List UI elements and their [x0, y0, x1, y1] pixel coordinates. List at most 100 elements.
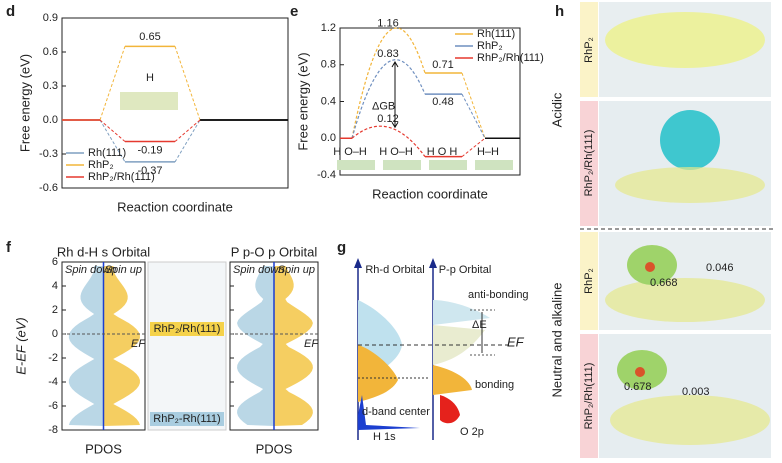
y-tick-label: -0.6 [39, 182, 58, 194]
schematic-g: Rh-d Orbital P-p Orbital anti-bonding ΔE… [354, 258, 529, 443]
spin-label: Spin up [278, 264, 315, 276]
charge: 0.046 [706, 262, 734, 274]
slab [475, 160, 513, 170]
y-axis-label: Free energy (eV) [17, 54, 32, 152]
state-label: H O H [427, 146, 458, 158]
spin-label: Spin down [233, 264, 284, 276]
x-axis-label: PDOS [256, 441, 293, 456]
y-tick-label: 0.0 [321, 132, 336, 144]
delta-arrow [391, 61, 399, 129]
panel-letter: d [6, 3, 15, 20]
pdos-title: P p-O p Orbital [231, 244, 318, 259]
label: P-p Orbital [439, 264, 492, 276]
value-label: -0.37 [137, 165, 162, 177]
y-tick-label: 0.8 [321, 59, 336, 71]
connector [99, 119, 201, 163]
inset-label: RhP₂-Rh(111) [153, 413, 220, 425]
x-axis-label: PDOS [85, 441, 122, 456]
row-label: RhP₂ [583, 37, 595, 63]
connector [461, 72, 486, 139]
state-label: H O–H [333, 146, 367, 158]
legend-label: RhP₂ [477, 40, 503, 52]
y-tick-label: 0.6 [43, 46, 58, 58]
state-label: H O–H [379, 146, 413, 158]
connector [99, 119, 201, 142]
y-tick-label: 0.0 [43, 114, 58, 126]
panel-letter: h [555, 3, 564, 20]
legend-label: Rh(111) [477, 28, 515, 40]
inset-slab [120, 92, 178, 110]
fermi-label: EF [304, 338, 319, 350]
value-label: 0.12 [377, 113, 398, 125]
y-tick-label: -0.3 [39, 148, 58, 160]
inset-label: RhP₂/Rh(111) [154, 323, 221, 335]
value-label: 0.71 [432, 59, 453, 71]
pdos-fill [103, 266, 140, 426]
legend-label: RhP₂/Rh(111) [88, 171, 155, 183]
fermi-label: EF [131, 338, 146, 350]
spin-label: Spin up [105, 264, 142, 276]
barrier-curve [351, 27, 426, 139]
panel-letter: f [6, 239, 12, 256]
y-tick-label: -6 [48, 400, 58, 412]
y-tick-label: 0 [52, 328, 58, 340]
value-label: 0.48 [432, 96, 453, 108]
plot-frame [61, 17, 289, 189]
pdos-fill [237, 266, 274, 426]
inset-label-bg [150, 412, 224, 426]
panel-letter: e [290, 3, 298, 20]
pdos-title: Rh d-H s Orbital [57, 244, 150, 259]
barrier-curve [351, 125, 426, 157]
row-label: RhP₂/Rh(111) [583, 130, 595, 197]
label: d-band center [362, 406, 430, 418]
label: O 2p [460, 426, 484, 438]
y-tick-label: 6 [52, 256, 58, 268]
legend-label: Rh(111) [88, 147, 126, 159]
y-tick-label: -4 [48, 376, 58, 388]
label: bonding [475, 379, 514, 391]
charge: 0.668 [650, 277, 678, 289]
value-label: 0.65 [139, 31, 160, 43]
label: H 1s [373, 431, 396, 443]
y-tick-label: -0.4 [317, 169, 336, 181]
inset-bg [147, 261, 227, 431]
charge: 0.003 [682, 386, 710, 398]
row-label: RhP₂ [583, 268, 595, 294]
x-axis-label: Reaction coordinate [372, 186, 488, 201]
condition-label: Neutral and alkaline [549, 283, 564, 398]
inset-label-bg [150, 322, 224, 336]
charge: 0.678 [624, 381, 652, 393]
value-label: -0.19 [137, 144, 162, 156]
inset-label: H [146, 72, 154, 84]
pdos-fill [68, 266, 104, 426]
y-tick-label: -8 [48, 424, 58, 436]
annotation: ΔGB [372, 101, 395, 113]
legend-label: RhP₂ [88, 159, 114, 171]
y-tick-label: 4 [52, 280, 58, 292]
y-tick-label: 0.9 [43, 12, 58, 24]
y-axis-label: Free energy (eV) [295, 52, 310, 150]
connector [461, 93, 486, 139]
legend-label: RhP₂/Rh(111) [477, 52, 544, 64]
panel-letter: g [337, 239, 346, 256]
row-label: RhP₂/Rh(111) [583, 363, 595, 430]
slab [383, 160, 421, 170]
slab [429, 160, 467, 170]
label: ΔE [472, 319, 487, 331]
label: EF [507, 334, 525, 349]
value-label: 1.16 [377, 18, 398, 30]
label: anti-bonding [468, 289, 529, 301]
y-tick-label: 2 [52, 304, 58, 316]
slab [337, 160, 375, 170]
y-axis-label: E-EF (eV) [13, 317, 28, 375]
x-axis-label: Reaction coordinate [117, 199, 233, 214]
y-tick-label: 1.2 [321, 22, 336, 34]
state-label: H–H [477, 146, 499, 158]
label: Rh-d Orbital [365, 264, 424, 276]
y-tick-label: 0.4 [321, 95, 336, 107]
y-tick-label: -2 [48, 352, 58, 364]
value-label: 0.83 [377, 48, 398, 60]
y-tick-label: 0.3 [43, 80, 58, 92]
condition-label: Acidic [549, 92, 564, 127]
